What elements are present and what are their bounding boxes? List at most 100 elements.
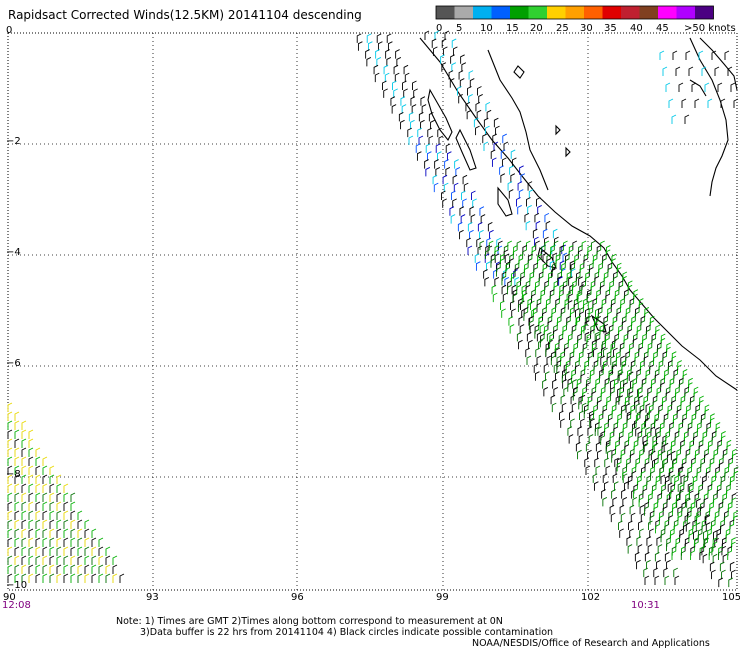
wind-barb — [638, 302, 644, 312]
wind-barb — [579, 410, 584, 420]
wind-barb — [536, 197, 541, 207]
wind-barb — [475, 101, 481, 112]
wind-barb — [622, 473, 628, 483]
x-tick-label: 105 — [722, 592, 740, 603]
wind-barb — [553, 387, 559, 397]
y-tick-label: −6 — [6, 358, 21, 369]
wind-barb — [7, 411, 13, 421]
wind-barb — [709, 506, 714, 516]
wind-barb — [654, 417, 659, 428]
wind-barb — [717, 550, 723, 560]
wind-barb — [545, 346, 551, 357]
wind-barb — [612, 276, 618, 286]
wind-barb — [377, 41, 383, 51]
wind-barb — [487, 222, 493, 232]
wind-barb — [637, 544, 643, 554]
wind-barb — [685, 497, 690, 507]
wind-barb — [653, 355, 658, 366]
wind-barb — [49, 483, 55, 493]
wind-barb — [547, 320, 553, 330]
wind-barb — [616, 311, 621, 321]
wind-barb — [517, 205, 522, 215]
wind-barb — [635, 427, 640, 437]
wind-barb — [620, 355, 625, 366]
wind-barb — [413, 88, 418, 98]
wind-barb — [711, 569, 716, 580]
wind-barb — [21, 474, 27, 484]
wind-barb — [668, 470, 674, 481]
x-tick-label: 99 — [436, 592, 449, 603]
wind-barb — [649, 515, 655, 525]
colorbar-label: 35 — [604, 23, 617, 34]
wind-barb — [582, 391, 587, 401]
wind-barb — [550, 249, 555, 259]
wind-barb — [471, 190, 476, 200]
wind-barb — [7, 510, 13, 520]
wind-barb — [403, 64, 409, 75]
wind-barb — [28, 564, 34, 574]
wind-barb — [84, 537, 90, 547]
x-tick-label: 93 — [146, 592, 159, 603]
wind-barb — [673, 373, 678, 383]
wind-barb — [729, 524, 735, 534]
wind-barb — [707, 98, 713, 108]
wind-barb — [593, 364, 599, 374]
wind-barb — [35, 537, 41, 547]
wind-barb — [701, 66, 707, 76]
wind-barb — [84, 546, 90, 556]
wind-barb — [580, 418, 585, 428]
time-left: 12:08 — [2, 600, 31, 611]
wind-barb — [452, 198, 457, 208]
wind-barb — [608, 329, 614, 339]
wind-barb — [603, 347, 608, 358]
wind-barb — [543, 329, 549, 339]
wind-barb — [633, 444, 639, 454]
wind-barb — [615, 400, 621, 410]
wind-barb — [644, 552, 650, 562]
wind-barb — [452, 174, 458, 185]
wind-barb — [590, 329, 595, 339]
wind-barb — [669, 532, 675, 543]
wind-barb — [438, 135, 444, 145]
wind-barb — [720, 524, 725, 534]
wind-barb — [693, 391, 699, 401]
wind-barb — [640, 470, 646, 481]
wind-barb — [63, 528, 69, 538]
colorbar-swatch — [473, 6, 492, 19]
wind-barb — [644, 506, 649, 516]
wind-barb — [7, 420, 13, 430]
wind-barb — [648, 520, 653, 530]
wind-barb — [714, 538, 719, 548]
wind-barb — [696, 426, 702, 436]
wind-barb — [589, 410, 594, 420]
wind-barb — [7, 564, 13, 574]
wind-barb — [35, 492, 41, 502]
wind-barb — [686, 515, 692, 525]
wind-barb — [508, 316, 514, 326]
wind-barb — [704, 82, 710, 92]
wind-barb — [700, 417, 706, 428]
wind-barb — [472, 198, 477, 208]
wind-barb — [604, 331, 610, 342]
wind-barb — [434, 30, 440, 40]
wind-barb — [603, 320, 608, 330]
wind-barb — [716, 532, 721, 543]
wind-barb — [687, 470, 692, 481]
wind-barb — [660, 474, 666, 484]
wind-barb — [630, 512, 636, 523]
wind-barb — [435, 167, 441, 177]
wind-barb — [665, 435, 670, 445]
wind-barb — [618, 520, 623, 530]
wind-barb — [609, 435, 615, 445]
wind-barb — [503, 249, 509, 259]
wind-barb — [675, 541, 681, 552]
wind-barb — [56, 492, 62, 502]
wind-barb — [7, 519, 13, 529]
wind-barbs — [7, 30, 739, 588]
wind-barb — [535, 347, 540, 358]
wind-barb — [501, 157, 507, 167]
wind-barb — [654, 552, 660, 562]
wind-barb — [518, 316, 524, 326]
wind-barb — [617, 373, 623, 383]
wind-barb — [573, 302, 579, 312]
